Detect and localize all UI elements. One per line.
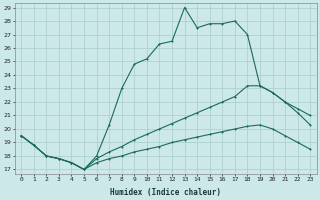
X-axis label: Humidex (Indice chaleur): Humidex (Indice chaleur): [110, 188, 221, 197]
